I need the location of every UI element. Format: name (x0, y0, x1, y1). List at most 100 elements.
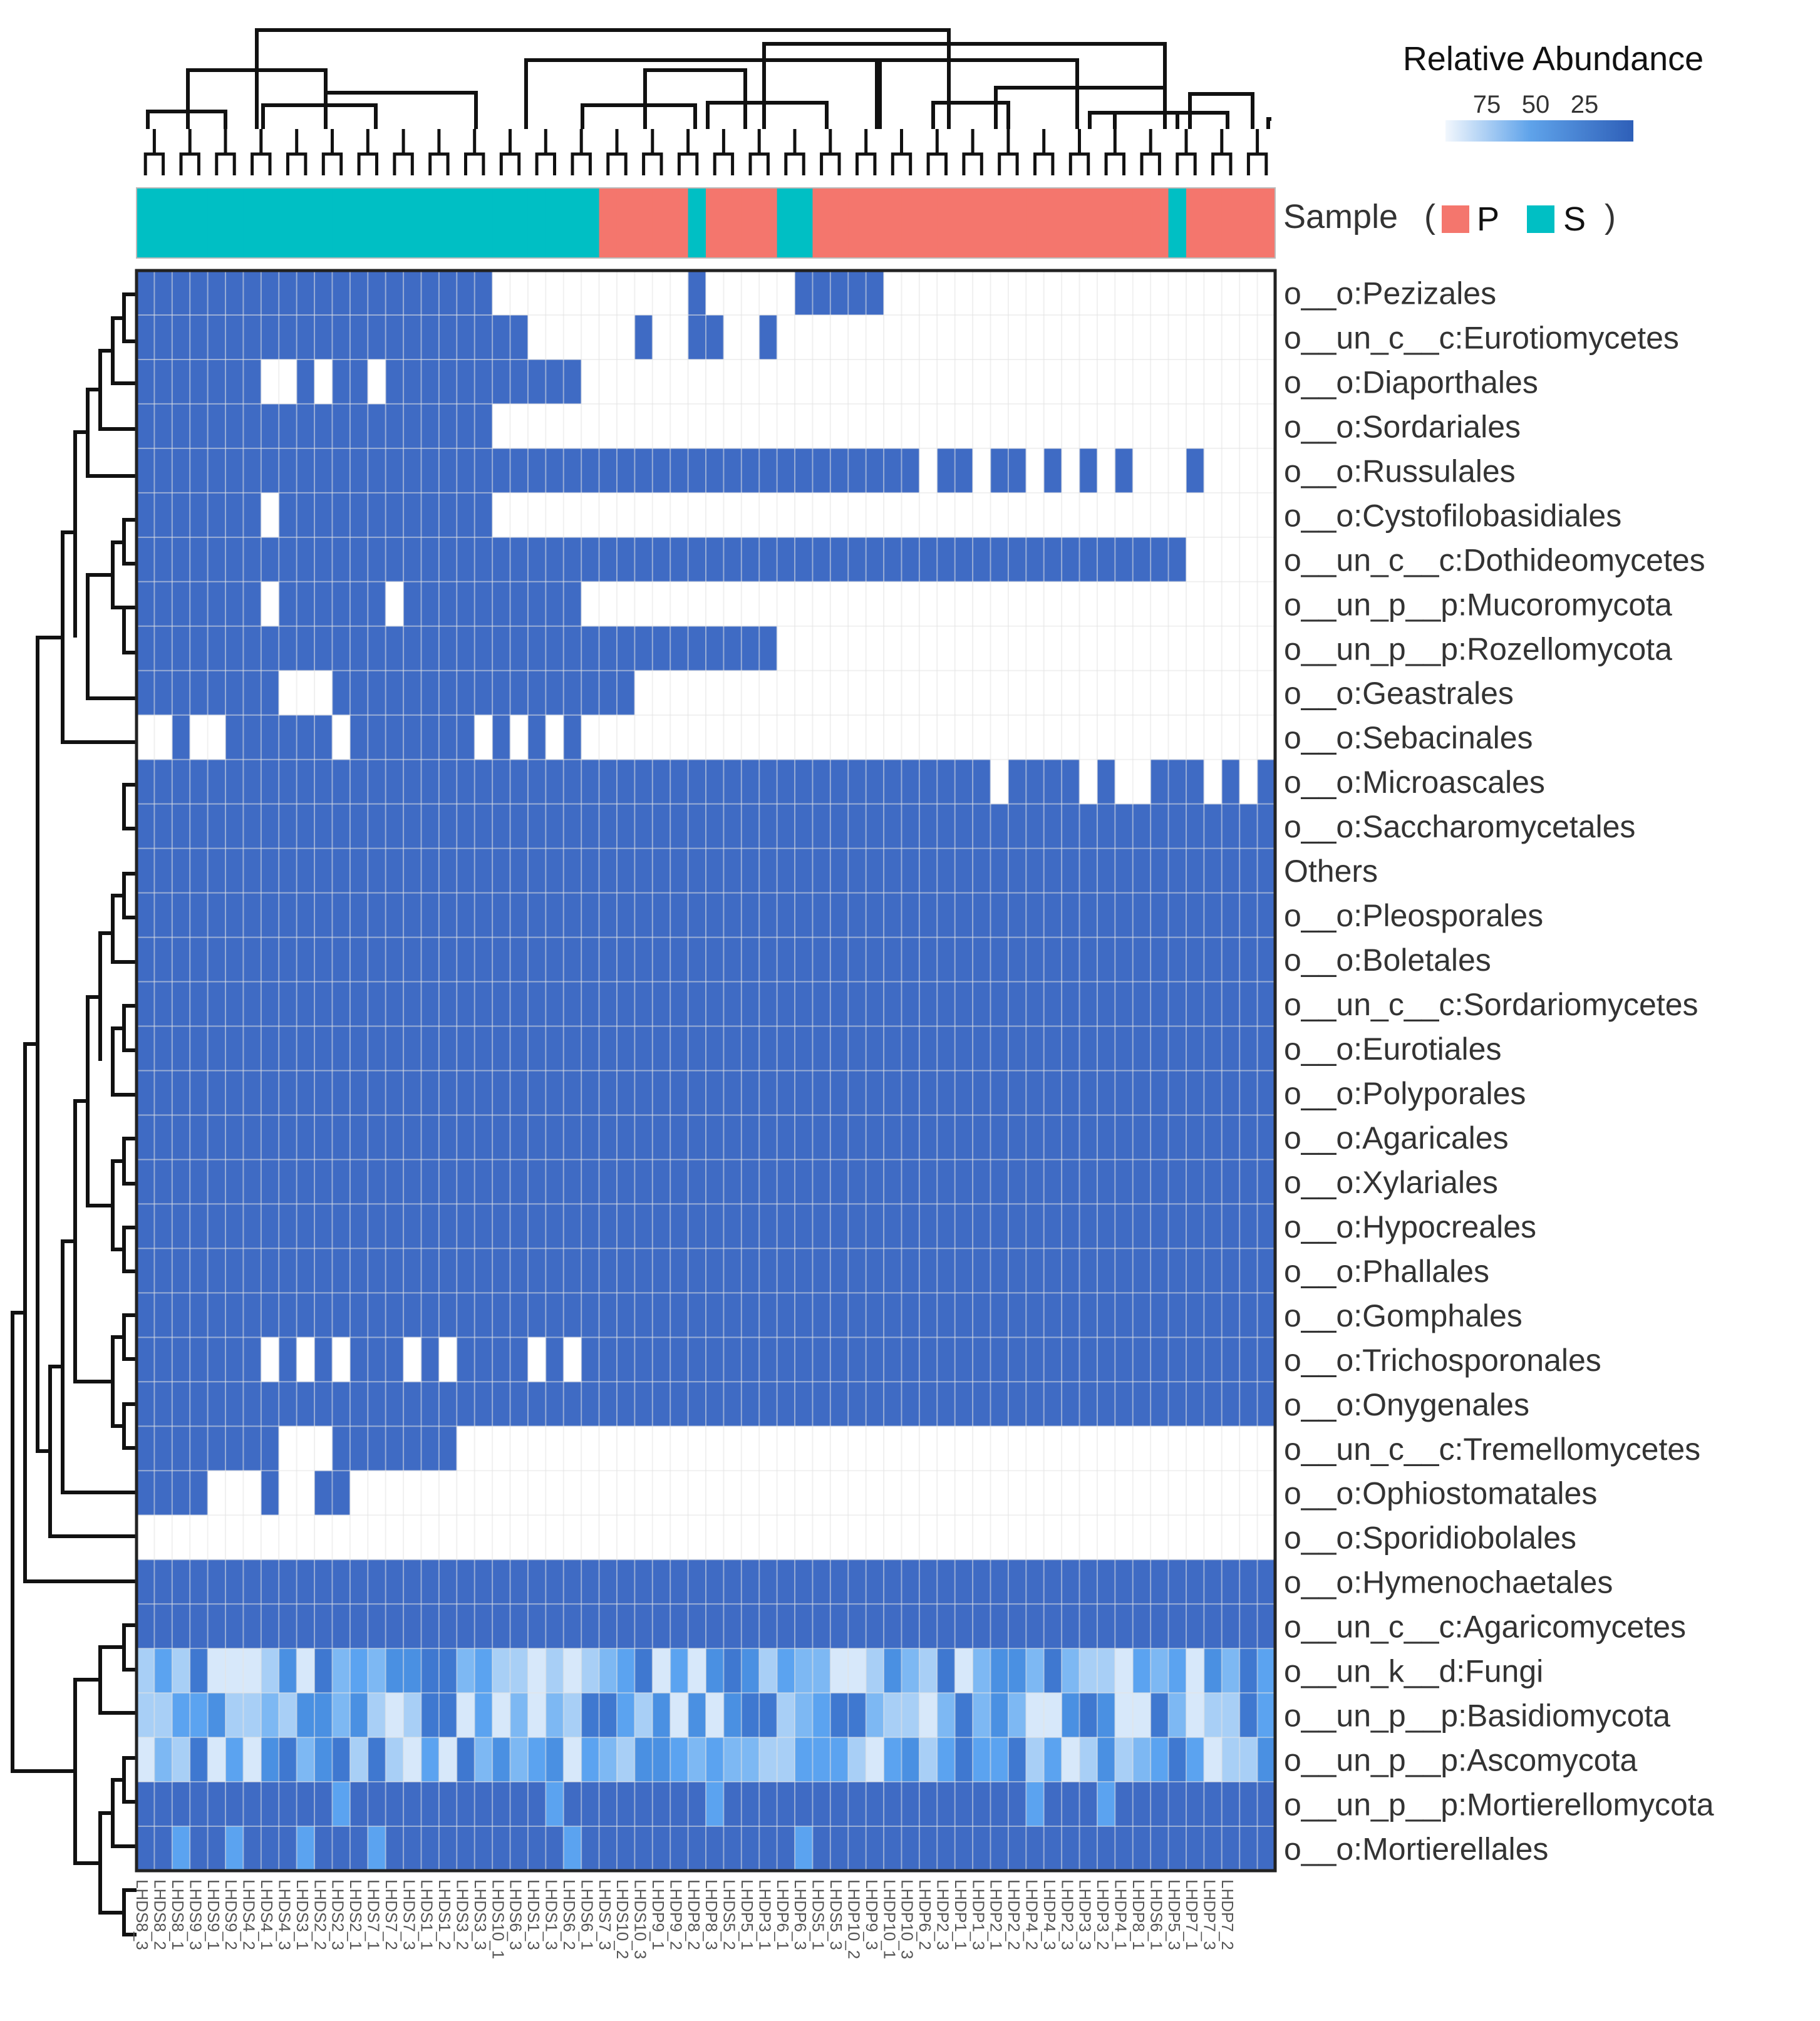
row-label: o__un_p__p:Mortierellomycota (1284, 1787, 1714, 1822)
heatmap-cell (172, 581, 190, 627)
heatmap-cell (954, 1382, 973, 1427)
heatmap-cell (884, 1604, 902, 1649)
heatmap-cell (1132, 1159, 1151, 1204)
heatmap-cell (172, 626, 190, 671)
column-labels: LHDS8_3LHDS8_2LHDS8_1LHDS9_3LHDS9_1LHDS9… (133, 1879, 1237, 1959)
heatmap-cell (1132, 581, 1151, 627)
heatmap-cell (438, 670, 457, 716)
heatmap-cell (759, 492, 778, 538)
heatmap-cell (706, 1693, 724, 1738)
column-label: LHDP3_1 (755, 1879, 774, 1950)
heatmap-cell (332, 1026, 351, 1071)
annotation-cell-p (1132, 188, 1151, 258)
heatmap-cell (937, 1382, 956, 1427)
row-label: o__o:Polyporales (1284, 1076, 1526, 1111)
annotation-cell-p (1079, 188, 1098, 258)
heatmap-cell (349, 1382, 368, 1427)
heatmap-cell (1221, 1337, 1240, 1382)
row-label: o__o:Sebacinales (1284, 720, 1533, 755)
heatmap-cell (1062, 448, 1080, 494)
heatmap-cell (652, 1337, 671, 1382)
column-label: LHDP4_1 (1112, 1879, 1130, 1950)
heatmap-cell (830, 1559, 849, 1605)
heatmap-cell (599, 1159, 618, 1204)
heatmap-cell (954, 314, 973, 360)
heatmap-cell (1239, 715, 1258, 760)
heatmap-cell (492, 1693, 511, 1738)
heatmap-cell (261, 715, 279, 760)
heatmap-cell (954, 1826, 973, 1871)
heatmap-cell (563, 403, 582, 449)
heatmap-cell (1257, 1204, 1276, 1249)
heatmap-cell (795, 1248, 813, 1293)
heatmap-cell (954, 1115, 973, 1160)
heatmap-cell (243, 1737, 262, 1782)
heatmap-cell (777, 492, 795, 538)
heatmap-cell (581, 1426, 600, 1471)
heatmap-cell (1026, 271, 1045, 316)
column-label: LHDS9_1 (204, 1879, 223, 1950)
heatmap-cell (457, 937, 475, 983)
heatmap-cell (581, 1293, 600, 1338)
heatmap-cell (1079, 271, 1098, 316)
heatmap-cell (990, 1782, 1009, 1827)
heatmap-cell (973, 359, 991, 405)
heatmap-cell (492, 981, 511, 1027)
sample-legend-label-s: S (1563, 200, 1586, 238)
heatmap-cell (403, 1159, 421, 1204)
heatmap-cell (884, 1826, 902, 1871)
heatmap-cell (1115, 314, 1134, 360)
heatmap-cell (314, 1426, 333, 1471)
heatmap-cell (563, 715, 582, 760)
heatmap-cell (349, 1648, 368, 1693)
heatmap-cell (830, 626, 849, 671)
heatmap-cell (279, 1559, 297, 1605)
heatmap-cell (954, 715, 973, 760)
heatmap-cell (563, 448, 582, 494)
heatmap-cell (207, 1782, 226, 1827)
heatmap-cell (1257, 1382, 1276, 1427)
heatmap-cell (1239, 492, 1258, 538)
heatmap-cell (474, 670, 493, 716)
heatmap-cell (1150, 1248, 1169, 1293)
heatmap-cell (741, 1693, 760, 1738)
heatmap-cell (1043, 1693, 1062, 1738)
heatmap-cell (688, 314, 706, 360)
heatmap-cell (403, 1826, 421, 1871)
heatmap-cell (1079, 1782, 1098, 1827)
column-label: LHDS1_2 (435, 1879, 454, 1950)
heatmap-cell (243, 1826, 262, 1871)
heatmap-cell (795, 937, 813, 983)
heatmap-cell (1186, 1693, 1204, 1738)
heatmap-cell (314, 892, 333, 938)
heatmap-cell (314, 1515, 333, 1560)
heatmap-cell (137, 1471, 155, 1516)
heatmap-cell (795, 626, 813, 671)
heatmap-cell (919, 1337, 938, 1382)
heatmap-cell (474, 1070, 493, 1115)
heatmap-cell (1026, 1471, 1045, 1516)
heatmap-cell (457, 1471, 475, 1516)
heatmap-cell (261, 1382, 279, 1427)
column-label: LHDS2_2 (311, 1879, 329, 1950)
heatmap-cell (1221, 848, 1240, 894)
heatmap-cell (1239, 1604, 1258, 1649)
heatmap-cell (296, 715, 315, 760)
heatmap-cell (795, 1337, 813, 1382)
heatmap-cell (207, 1026, 226, 1071)
legend-tick-25: 25 (1571, 91, 1599, 118)
heatmap-cell (1097, 1604, 1115, 1649)
heatmap-cell (1079, 314, 1098, 360)
heatmap-cell (1221, 1293, 1240, 1338)
heatmap-cell (706, 1070, 724, 1115)
heatmap-cell (1115, 670, 1134, 716)
heatmap-cell (438, 1737, 457, 1782)
heatmap-cell (279, 892, 297, 938)
heatmap-cell (207, 759, 226, 805)
heatmap-cell (884, 1026, 902, 1071)
heatmap-cell (812, 1382, 831, 1427)
heatmap-cell (225, 670, 244, 716)
heatmap-cell (492, 715, 511, 760)
heatmap-cell (296, 1782, 315, 1827)
heatmap-cell (1186, 670, 1204, 716)
